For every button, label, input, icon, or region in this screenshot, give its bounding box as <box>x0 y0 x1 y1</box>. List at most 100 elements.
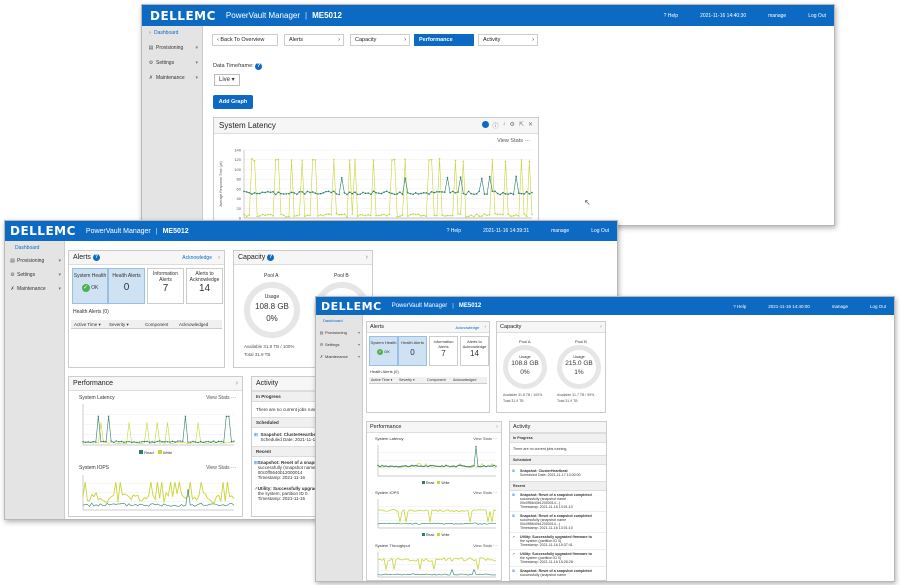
download-icon[interactable]: ↓ <box>502 121 506 127</box>
mouse-cursor: ↖ <box>584 198 591 207</box>
sidebar-item-provisioning[interactable]: ▤ Provisioning ▾ <box>142 40 202 55</box>
alerts-to-acknowledge-tile[interactable]: Alerts to Acknowledge 14 <box>186 268 223 304</box>
sidebar-item-settings[interactable]: ⚙ Settings ▾ <box>5 268 64 282</box>
system-health-tile[interactable]: System Health ✓ OK <box>72 268 108 304</box>
add-graph-button[interactable]: Add Graph <box>213 95 253 109</box>
view-stats-link[interactable]: View Stats ··· <box>497 138 530 144</box>
view-stats-link[interactable]: View Stats ··· <box>206 465 236 471</box>
alerts-to-acknowledge-tile[interactable]: Alerts to Acknowledge 14 <box>460 336 489 366</box>
y-tick-label: 140 <box>234 148 241 153</box>
logout-link[interactable]: Log Out <box>808 12 826 19</box>
write-point <box>467 215 470 218</box>
settings-icon[interactable]: ⚙ <box>509 122 515 128</box>
column-component[interactable]: Component <box>427 378 446 382</box>
pool-b-label: Pool B <box>575 339 587 344</box>
user-menu[interactable]: manage <box>831 303 848 309</box>
refresh-icon[interactable] <box>481 121 489 128</box>
help-link[interactable]: ? Help <box>663 12 679 19</box>
pool-a-total: Total 31.9 TB <box>244 352 271 357</box>
read-point <box>348 191 351 193</box>
column-acknowledged[interactable]: Acknowledged <box>179 322 209 327</box>
y-tick-label: 120 <box>234 157 241 162</box>
health-alerts-tile[interactable]: Health Alerts 0 <box>108 268 145 304</box>
view-stats-link[interactable]: View Stats ··· <box>473 490 497 495</box>
scheduled-date: Scheduled Date: 2021-11-17 <box>260 437 318 442</box>
read-point <box>359 193 362 195</box>
help-link[interactable]: ? Help <box>733 303 747 309</box>
tab-performance[interactable]: Performance <box>414 34 474 46</box>
read-point <box>364 192 367 195</box>
write-point <box>256 215 259 218</box>
read-point <box>182 440 184 443</box>
y-tick-label: 40 <box>237 196 242 201</box>
sidebar-item-maintenance[interactable]: ✗ Maintenance ▾ <box>319 353 360 359</box>
read-point <box>296 193 298 196</box>
write-point <box>306 214 309 217</box>
expand-icon[interactable]: ⇱ <box>518 122 524 128</box>
sidebar-item-dashboard[interactable]: Dashboard <box>15 244 40 251</box>
write-point <box>370 214 372 217</box>
column-component[interactable]: Component <box>145 322 169 327</box>
timeframe-select[interactable]: Live ▾ <box>214 74 240 86</box>
help-link[interactable]: ? Help <box>446 228 462 234</box>
tab-alerts[interactable]: Alerts › <box>284 34 344 46</box>
column-acknowledged[interactable]: Acknowledged <box>453 378 477 382</box>
tab-activity[interactable]: Activity › <box>478 34 538 46</box>
logout-link[interactable]: Log Out <box>869 303 886 309</box>
sidebar-item-provisioning[interactable]: ▤ Provisioning ▾ <box>5 254 64 268</box>
information-alerts-tile[interactable]: Information Alerts 7 <box>147 268 184 304</box>
view-stats-link[interactable]: View Stats ··· <box>473 436 497 441</box>
close-icon[interactable]: ✕ <box>527 122 533 128</box>
view-stats-link[interactable]: View Stats ··· <box>206 395 236 401</box>
write-point <box>438 157 441 160</box>
tab-capacity[interactable]: Capacity › <box>350 34 410 46</box>
read-point <box>261 191 264 193</box>
view-stats-link[interactable]: View Stats ··· <box>473 543 497 548</box>
sidebar-item-maintenance[interactable]: ✗ Maintenance ▾ <box>142 70 202 85</box>
sidebar-item-settings[interactable]: ⚙ Settings ▾ <box>142 55 202 70</box>
write-point <box>502 213 504 216</box>
recent-item: Utility: Successfully upgraded firmware … <box>520 535 592 547</box>
column-active-time[interactable]: Active Time ▾ <box>371 378 393 382</box>
column-severity[interactable]: Severity ▾ <box>109 322 129 327</box>
chevron-down-icon: ▾ <box>195 59 198 66</box>
help-icon[interactable]: ? <box>267 254 275 261</box>
user-menu[interactable]: manage <box>551 228 570 234</box>
read-point <box>393 465 395 468</box>
column-active-time[interactable]: Active Time ▾ <box>74 322 101 327</box>
sidebar-item-settings[interactable]: ⚙ Settings ▾ <box>319 341 360 347</box>
sidebar-item-dashboard[interactable]: › Dashboard <box>142 26 202 40</box>
write-point <box>383 213 385 216</box>
y-tick-label: 100 <box>234 167 241 172</box>
read-point <box>441 191 443 193</box>
sidebar-item-dashboard[interactable]: Dashboard <box>323 318 343 323</box>
information-alerts-tile[interactable]: Information Alerts 7 <box>429 336 458 366</box>
write-point <box>478 215 480 217</box>
help-icon[interactable]: ? <box>255 63 263 70</box>
write-point <box>480 215 483 217</box>
help-icon[interactable]: ? <box>92 254 100 261</box>
tab-back-to-overview[interactable]: ‹ Back To Overview <box>212 34 278 46</box>
info-icon[interactable]: ⓘ <box>492 124 499 130</box>
acknowledge-link[interactable]: Acknowledge <box>455 324 480 330</box>
read-point <box>367 192 369 194</box>
health-alerts-tile[interactable]: Health Alerts 0 <box>398 336 427 366</box>
acknowledge-link[interactable]: Acknowledge <box>182 254 212 261</box>
user-menu[interactable]: manage <box>768 12 787 19</box>
read-point <box>192 440 194 443</box>
column-severity[interactable]: Severity ▾ <box>399 378 415 382</box>
read-point <box>290 191 293 194</box>
ok-check-icon: ✓ <box>81 284 90 292</box>
read-series-line <box>82 416 235 443</box>
disk-icon: ▤ <box>148 44 154 51</box>
sidebar-item-provisioning[interactable]: ▤ Provisioning ▾ <box>319 329 360 335</box>
logout-link[interactable]: Log Out <box>591 228 609 234</box>
read-point <box>82 441 84 443</box>
read-point <box>179 440 181 442</box>
system-health-tile[interactable]: System Health ✓ OK <box>369 336 398 366</box>
sidebar-item-maintenance[interactable]: ✗ Maintenance ▾ <box>5 282 64 296</box>
read-point <box>187 441 189 443</box>
write-point <box>454 159 457 162</box>
read-point <box>156 440 158 443</box>
pool-b-available: Available 31.7 TB / 99% <box>557 393 595 397</box>
